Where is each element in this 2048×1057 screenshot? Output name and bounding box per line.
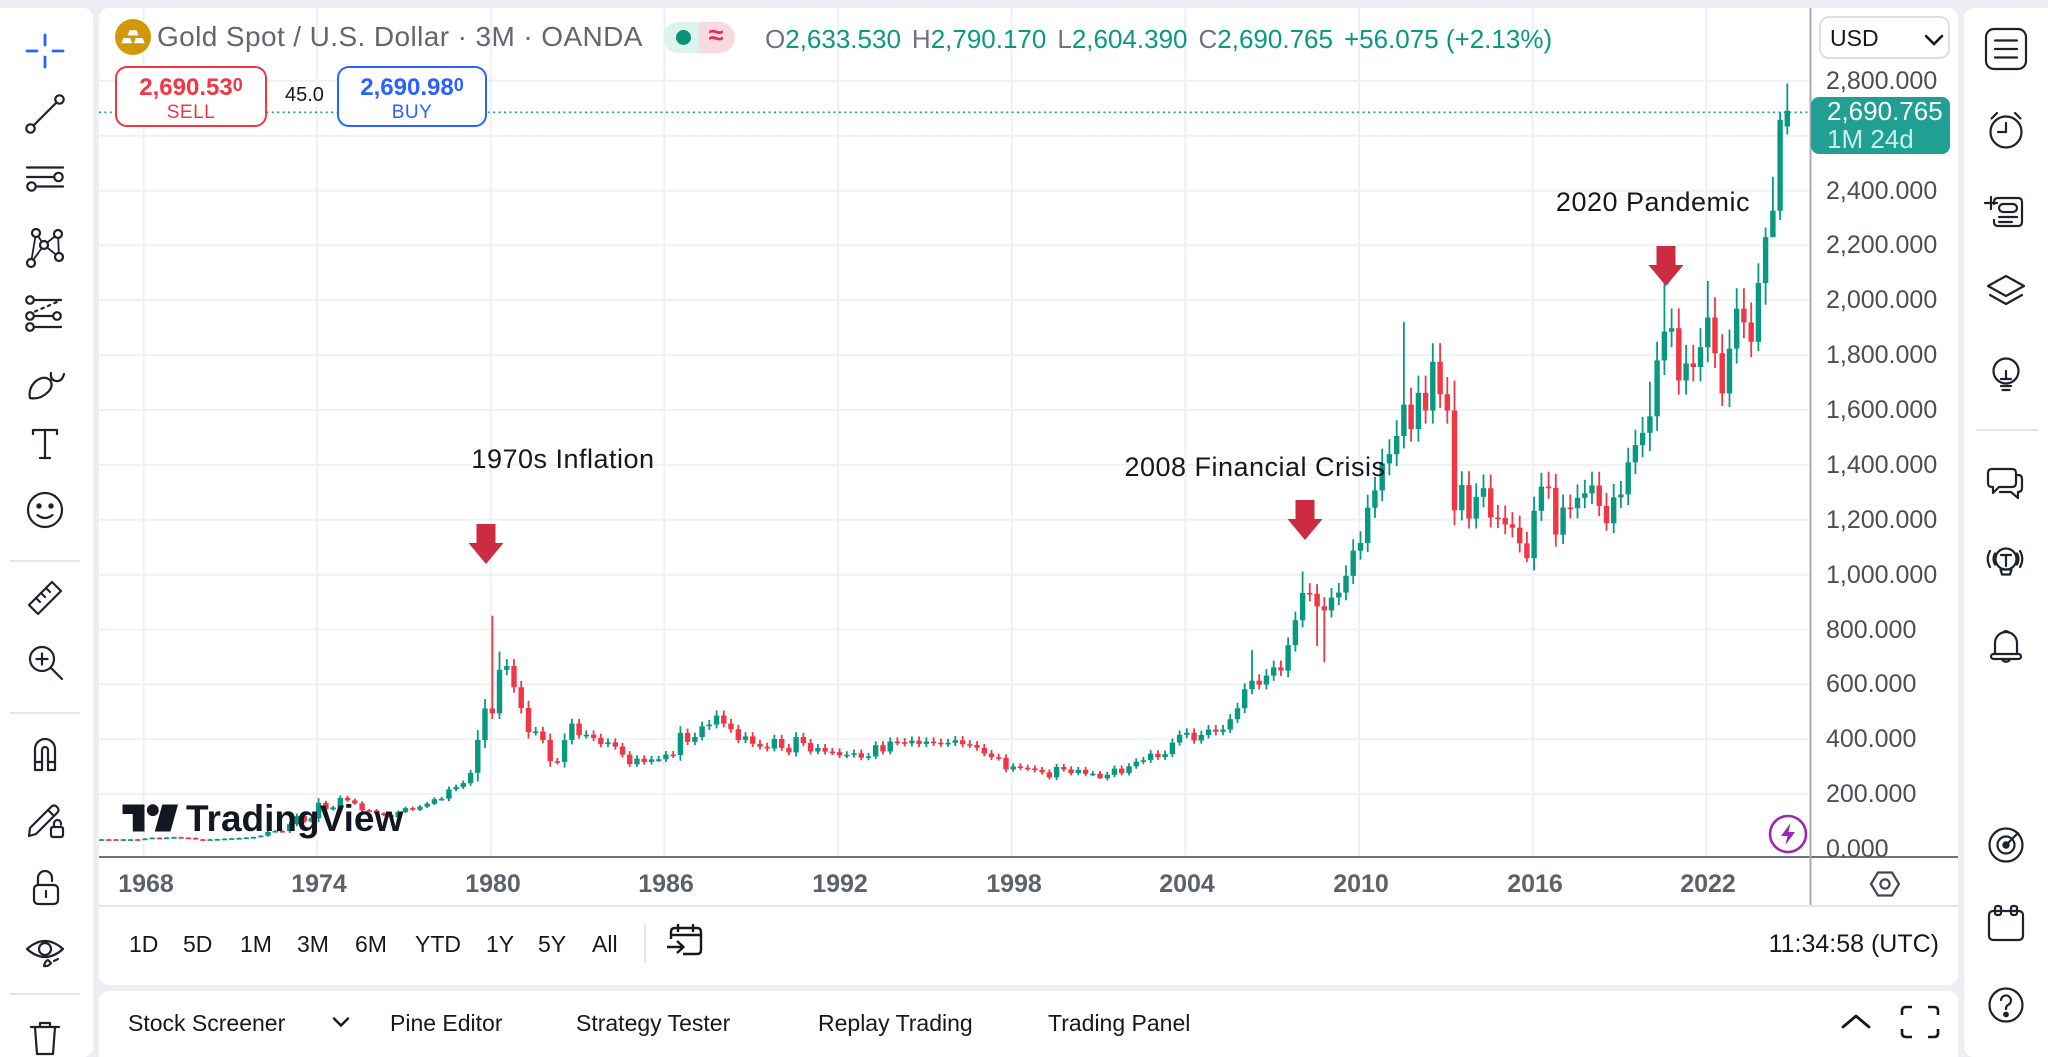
svg-text:2020 Pandemic: 2020 Pandemic bbox=[1556, 187, 1750, 217]
svg-text:TradingView: TradingView bbox=[186, 798, 403, 839]
svg-text:2008 Financial Crisis: 2008 Financial Crisis bbox=[1124, 452, 1385, 482]
svg-text:1970s Inflation: 1970s Inflation bbox=[471, 444, 654, 474]
